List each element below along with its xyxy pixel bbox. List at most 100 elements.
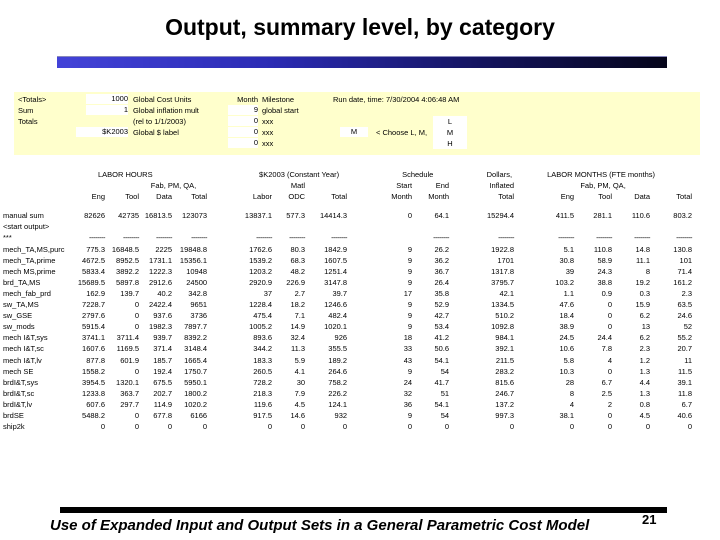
- inflation-label: Global inflation mult: [133, 106, 199, 115]
- milestone-month-input[interactable]: 0: [228, 116, 258, 126]
- table-row: sw_mods 5915.4 0 1982.3 7897.7 1005.2 14.9 1020…: [2, 321, 692, 332]
- col-header: Month: [391, 192, 413, 202]
- group-k2003: $K2003 (Constant Year): [259, 170, 340, 179]
- cell-value: 101: [679, 255, 693, 265]
- cell-value: 9: [407, 311, 413, 321]
- cell-value: 15356.1: [179, 255, 208, 265]
- cell-value: 54.1: [434, 399, 450, 409]
- col-header: Total: [191, 192, 208, 202]
- cell-value: 283.2: [495, 366, 515, 376]
- cell-value: 3736: [190, 311, 208, 321]
- cell-value: 758.2: [328, 377, 348, 387]
- month-header: Month: [237, 95, 258, 104]
- cell-value: 1.2: [639, 355, 651, 365]
- cell-value: 37: [263, 288, 273, 298]
- cell-value: 0: [607, 422, 613, 432]
- cell-value: 19.2: [635, 277, 651, 287]
- cell-value: 123073: [182, 211, 208, 221]
- cell-value: 11: [684, 355, 693, 365]
- cell-value: 139.7: [120, 288, 139, 298]
- cell-value: 10.3: [559, 366, 575, 376]
- cell-value: 1317.8: [491, 266, 515, 276]
- lmh-option[interactable]: M: [446, 128, 454, 137]
- milestone-month-input[interactable]: 0: [228, 127, 258, 137]
- title-underline-bar: [57, 56, 667, 68]
- cell-value: 1701: [497, 255, 515, 265]
- inflation-input[interactable]: 1: [86, 105, 128, 115]
- subgroup-header-row: Fab, PM, QA, Matl Start End Inflated Fab…: [2, 180, 692, 191]
- row-label: sw_GSE: [3, 311, 33, 321]
- cell-value: 264.6: [328, 366, 348, 376]
- cell-value: 4: [607, 355, 613, 365]
- lmh-choice-input[interactable]: M: [340, 127, 368, 137]
- subgroup-inflated: Inflated: [489, 181, 515, 191]
- row-label: sw_TA,MS: [3, 300, 39, 310]
- cell-value: 36.2: [434, 255, 450, 265]
- cell-value: 19848.8: [179, 244, 208, 254]
- cell-value: 4.5: [639, 410, 651, 420]
- cell-value: 9: [407, 366, 413, 376]
- cell-value: 2: [607, 399, 613, 409]
- cell-value: 1020.2: [184, 399, 208, 409]
- cell-value: 1922.8: [491, 244, 515, 254]
- cell-value: 32: [403, 388, 413, 398]
- milestone-name: xxx: [262, 139, 274, 148]
- cell-value: 15294.4: [486, 211, 515, 221]
- cell-value: --------: [558, 233, 575, 243]
- cell-value: 103.2: [555, 277, 575, 287]
- inflation-note: (rel to 1/1/2003): [133, 117, 186, 126]
- cell-value: 1607.5: [324, 255, 348, 265]
- cell-value: 2920.9: [249, 277, 273, 287]
- cell-value: 0: [134, 366, 139, 376]
- cell-value: 63.5: [677, 300, 693, 310]
- milestone-month-input[interactable]: 9: [228, 105, 258, 115]
- cell-value: 2422.4: [149, 300, 172, 310]
- cell-value: 0: [645, 422, 651, 432]
- cell-value: 82626: [84, 211, 105, 221]
- cell-value: [347, 232, 412, 243]
- milestone-name: xxx: [262, 117, 274, 126]
- cell-value: 211.5: [495, 355, 515, 365]
- cell-value: 815.6: [495, 377, 515, 387]
- cell-value: 1320.1: [116, 377, 139, 387]
- cell-value: 893.6: [253, 333, 273, 343]
- cell-value: 16848.5: [111, 244, 139, 254]
- cell-value: 18: [403, 333, 413, 343]
- cell-value: [612, 221, 650, 232]
- cell-value: [347, 221, 412, 232]
- cell-value: 20.7: [677, 344, 693, 354]
- cell-value: 43: [403, 355, 413, 365]
- table-row: brdI&T,sc 1233.8 363.7 202.7 1800.2 218.3 7.9 2…: [2, 388, 692, 399]
- cell-value: 26.2: [434, 244, 450, 254]
- cell-value: 2.3: [639, 344, 651, 354]
- col-header: Tool: [125, 192, 139, 202]
- sum-label: Sum: [18, 106, 34, 115]
- cell-value: --------: [331, 233, 348, 243]
- cell-value: 2912.6: [149, 277, 172, 287]
- cell-value: 5950.1: [184, 377, 208, 387]
- cell-value: 1092.8: [491, 322, 515, 332]
- cell-value: 80.3: [290, 244, 306, 254]
- cell-value: 775.3: [86, 244, 105, 254]
- cell-value: 8392.2: [184, 333, 208, 343]
- cell-value: 1169.5: [116, 344, 139, 354]
- cell-value: [72, 221, 105, 232]
- cell-value: 363.7: [120, 388, 139, 398]
- lmh-option[interactable]: L: [447, 117, 453, 126]
- cell-value: [272, 221, 305, 232]
- cell-value: 0: [202, 422, 208, 432]
- cell-value: 9: [407, 255, 413, 265]
- lmh-options-list[interactable]: L M H: [433, 116, 467, 149]
- cell-value: 7.1: [294, 311, 306, 321]
- cost-units-input[interactable]: 1000: [86, 94, 128, 104]
- cell-value: --------: [498, 233, 515, 243]
- cell-value: 3148.4: [184, 344, 208, 354]
- cell-value: 2225: [155, 244, 172, 254]
- cell-value: 2797.6: [82, 311, 105, 321]
- table-row: brdI&T,lv 607.6 297.7 114.9 1020.2 119.6 4.5 12…: [2, 399, 692, 410]
- cell-value: 26.4: [434, 277, 450, 287]
- dollar-label-input[interactable]: $K2003: [76, 127, 128, 137]
- milestone-month-input[interactable]: 0: [228, 138, 258, 148]
- lmh-option[interactable]: H: [447, 139, 453, 148]
